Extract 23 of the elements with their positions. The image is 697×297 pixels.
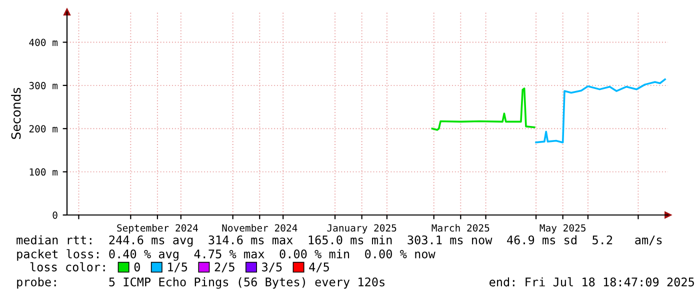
y-axis-title: Seconds (11, 88, 21, 139)
y-tick-label: 400 m (29, 38, 58, 46)
text: end: Fri Jul 18 18:47:09 2025 (490, 277, 694, 286)
x-tick-label: May 2025 (540, 224, 586, 234)
text: probe: 5 ICMP Echo Pings (56 Bytes) every 120s (17, 277, 384, 289)
legend-label: 4/5 (309, 262, 329, 272)
x-tick-label: November 2024 (222, 224, 298, 232)
legend-title: loss color: (30, 262, 105, 272)
y-tick-label: 200 m (29, 125, 58, 132)
x-tick-label: January 2025 (327, 224, 396, 234)
text: packet loss: 0.40 % avg 4.75 % max 0.00 % min 0.00 % now (17, 249, 436, 261)
legend-label: 1/5 (168, 262, 188, 272)
legend-label: 3/5 (262, 262, 282, 272)
y-tick-label: 0 (52, 212, 58, 219)
legend-label: 0 (134, 262, 140, 272)
line-series (431, 88, 536, 131)
line-series (535, 78, 666, 144)
text: median rtt: 244.6 ms avg 314.6 ms max 165.0 ms min 303.1 ms now 46.9 ms sd 5.2 am/s (16, 235, 662, 247)
y-tick-label: 300 m (29, 82, 58, 90)
x-tick-label: September 2024 (117, 224, 198, 234)
y-tick-label: 100 m (30, 168, 58, 176)
x-tick-label: March 2025 (432, 224, 490, 232)
legend-label: 2/5 (214, 262, 234, 272)
